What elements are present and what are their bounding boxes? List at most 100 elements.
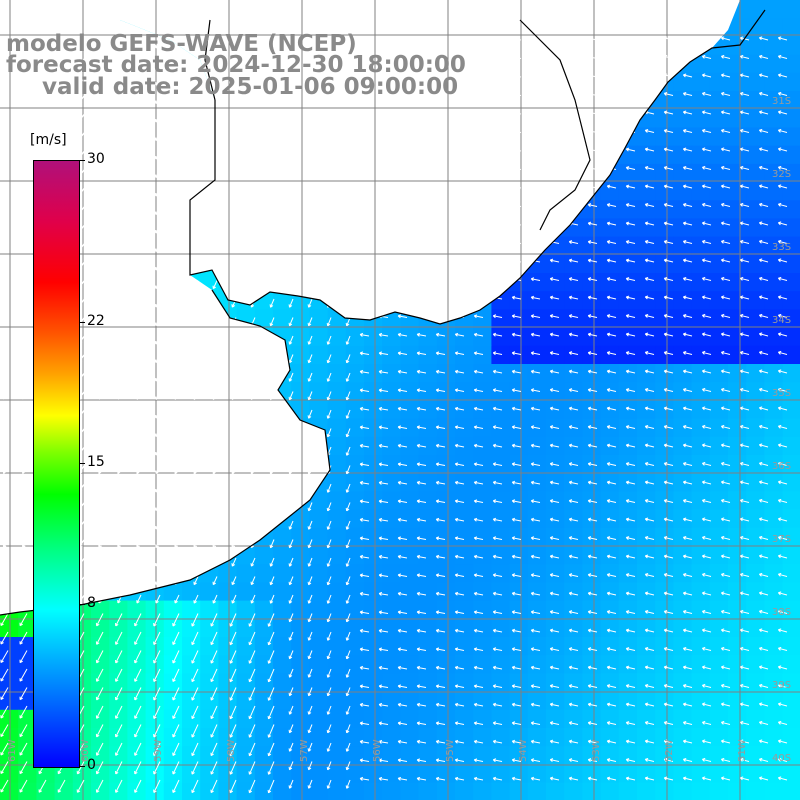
wind-cell (673, 728, 693, 747)
wind-arrow (229, 668, 237, 683)
wind-arrow (454, 147, 465, 152)
wind-arrow (210, 631, 218, 646)
wind-arrow (397, 536, 408, 541)
wind-arrow (663, 203, 674, 207)
wind-arrow (345, 483, 351, 493)
wind-arrow (568, 277, 579, 282)
wind-arrow (19, 668, 28, 682)
wind-arrow (454, 203, 465, 208)
wind-cell (273, 600, 292, 620)
wind-arrow (454, 332, 465, 337)
wind-arrow (326, 335, 332, 345)
wind-cell (764, 564, 784, 583)
wind-arrow (492, 628, 503, 633)
wind-arrow (682, 425, 693, 429)
wind-arrow (530, 554, 541, 559)
wind-cell (327, 364, 347, 383)
wind-arrow (701, 110, 712, 115)
wind-arrow (155, 483, 161, 493)
wind-arrow (492, 406, 503, 411)
wind-arrow (625, 406, 636, 411)
wind-cell (764, 200, 784, 219)
wind-cell (109, 637, 128, 656)
river-line (204, 19, 216, 101)
wind-arrow (22, 261, 28, 271)
wind-cell (345, 400, 365, 420)
wind-arrow (193, 113, 199, 123)
wind-cell (582, 327, 602, 347)
wind-arrow (777, 147, 788, 152)
wind-cell (709, 72, 729, 92)
wind-cell (309, 709, 329, 729)
wind-arrow (416, 332, 427, 337)
wind-arrow (250, 187, 256, 197)
wind-arrow (758, 517, 769, 522)
latitude-label: 34S (772, 315, 791, 326)
wind-cell (0, 691, 19, 711)
wind-cell (364, 764, 383, 784)
wind-arrow (212, 261, 218, 271)
wind-cell (600, 618, 620, 638)
wind-cell (746, 273, 765, 292)
wind-arrow (397, 314, 408, 319)
wind-cell (382, 746, 401, 765)
wind-arrow (682, 55, 693, 59)
wind-arrow (397, 443, 408, 448)
wind-cell (746, 582, 765, 602)
wind-arrow (454, 536, 465, 541)
wind-arrow (416, 166, 427, 171)
wind-cell (764, 509, 784, 529)
wind-arrow (587, 351, 598, 356)
wind-cell (182, 746, 201, 765)
wind-arrow (326, 705, 332, 715)
wind-arrow (606, 406, 617, 411)
wind-arrow (98, 150, 104, 160)
wind-arrow (606, 332, 617, 337)
wind-cell (764, 109, 784, 128)
wind-arrow (378, 499, 389, 504)
wind-arrow (530, 721, 541, 726)
wind-arrow (473, 369, 484, 374)
wind-arrow (98, 465, 104, 474)
wind-cell (782, 400, 800, 420)
wind-arrow (136, 502, 142, 512)
wind-cell (709, 145, 729, 165)
wind-cell (600, 327, 620, 347)
wind-cell (582, 400, 602, 420)
wind-cell (491, 728, 511, 747)
wind-cell (546, 345, 565, 365)
wind-cell (291, 764, 310, 784)
wind-cell (582, 582, 602, 602)
wind-arrow (644, 443, 655, 448)
wind-arrow (397, 129, 408, 134)
wind-cell (728, 182, 747, 201)
wind-arrow (777, 258, 788, 263)
wind-arrow (473, 499, 484, 504)
wind-cell (564, 382, 583, 401)
wind-cell (418, 327, 438, 347)
wind-arrow (492, 147, 503, 152)
wind-cell (291, 709, 310, 729)
wind-arrow (397, 628, 408, 633)
wind-cell (145, 600, 165, 620)
wind-arrow (115, 724, 123, 738)
wind-arrow (720, 702, 731, 707)
wind-cell (691, 400, 711, 420)
wind-cell (436, 673, 456, 693)
wind-cell (127, 618, 147, 638)
wind-cell (273, 564, 292, 583)
wind-arrow (568, 684, 579, 689)
wind-cell (691, 527, 711, 547)
wind-cell (673, 746, 693, 765)
wind-cell (309, 618, 329, 638)
wind-arrow (79, 150, 85, 160)
wind-cell (382, 728, 401, 747)
wind-arrow (682, 480, 693, 485)
wind-arrow (758, 757, 769, 762)
wind-cell (564, 728, 583, 747)
wind-arrow (136, 95, 142, 105)
wind-arrow (60, 113, 66, 123)
wind-cell (254, 709, 274, 729)
wind-cell (728, 72, 747, 92)
wind-arrow (511, 277, 522, 282)
